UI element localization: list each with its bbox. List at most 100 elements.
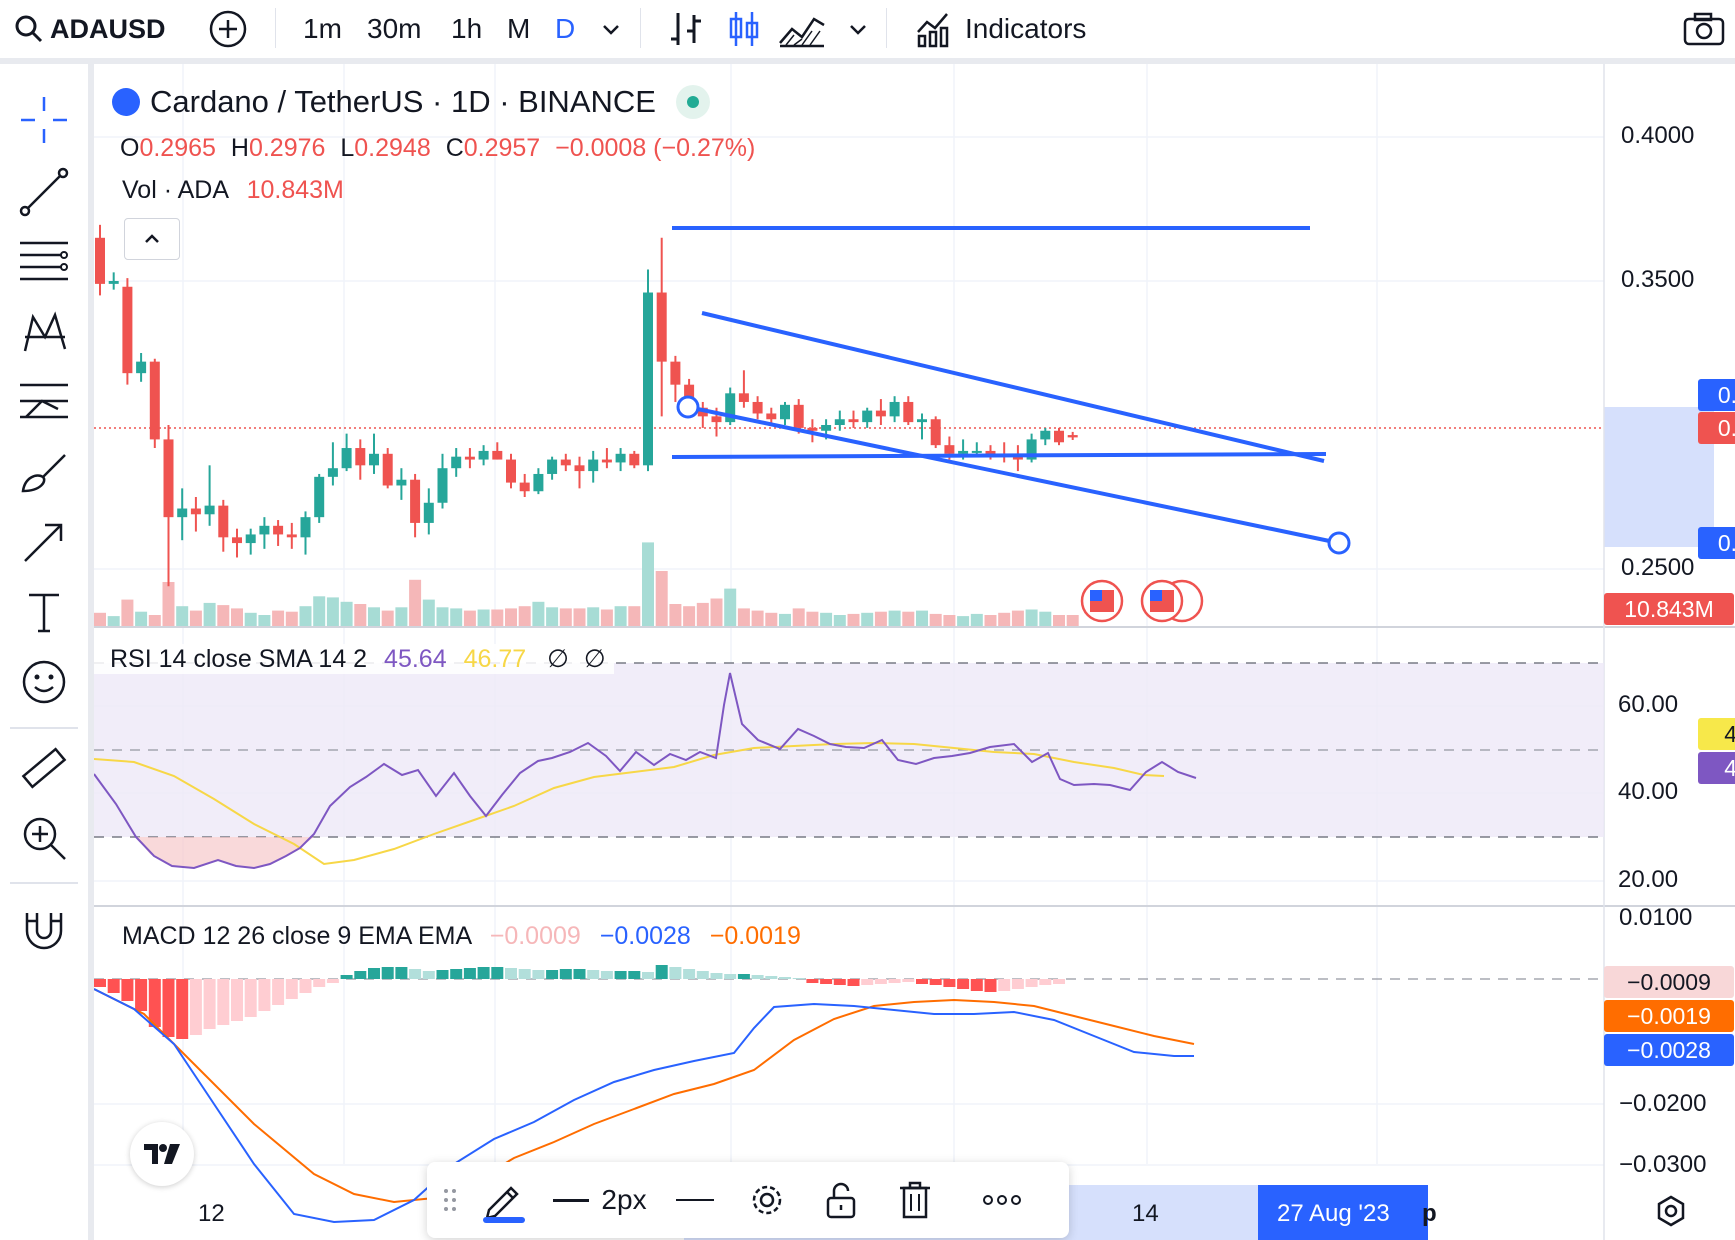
low-value: 0.2948 bbox=[354, 134, 431, 162]
interval-month[interactable]: M bbox=[507, 13, 531, 44]
macd-histogram-bar bbox=[861, 979, 874, 985]
zoom-tool[interactable] bbox=[18, 812, 70, 864]
rsi-line bbox=[94, 672, 1197, 870]
volume-bar bbox=[573, 608, 586, 626]
macd-histogram-bar bbox=[368, 968, 380, 979]
macd-histogram-bar bbox=[916, 979, 928, 984]
macd-histogram-bar bbox=[491, 967, 504, 979]
bar-chart-type-button[interactable] bbox=[668, 0, 704, 58]
macd-histogram-bar bbox=[1053, 979, 1065, 984]
line-width-button[interactable]: 2px bbox=[545, 1162, 655, 1238]
arrow-tool[interactable] bbox=[18, 516, 70, 568]
candle-body bbox=[177, 508, 188, 518]
macd-histogram-bar bbox=[984, 979, 997, 992]
candle-body bbox=[519, 482, 530, 492]
volume-bar bbox=[806, 611, 819, 626]
volume-bar bbox=[176, 606, 189, 626]
candles-chart-type-button[interactable] bbox=[728, 0, 760, 58]
magnet-tool[interactable] bbox=[18, 902, 70, 954]
more-options-button[interactable] bbox=[957, 1162, 1047, 1238]
unlock-icon bbox=[826, 1182, 856, 1219]
macd-histogram-bar bbox=[395, 967, 408, 979]
line-style-button[interactable] bbox=[665, 1162, 725, 1238]
area-chart-type-button[interactable] bbox=[778, 0, 826, 58]
interval-dropdown[interactable] bbox=[600, 0, 622, 58]
chart-canvas[interactable] bbox=[94, 64, 1735, 1240]
trend-line-tool[interactable] bbox=[18, 166, 70, 218]
rsi-legend[interactable]: RSI 14 close SMA 14 2 45.64 46.77 ∅ ∅ bbox=[94, 644, 614, 674]
crosshair-tool[interactable] bbox=[18, 94, 70, 146]
volume-bar bbox=[957, 616, 970, 626]
macd-histogram-bar bbox=[559, 969, 572, 979]
chevron-down-icon bbox=[850, 25, 866, 35]
volume-bar bbox=[422, 599, 435, 626]
volume-legend[interactable]: Vol · ADA 10.843M bbox=[122, 176, 344, 205]
interval-1h[interactable]: 1h bbox=[451, 13, 483, 44]
collapse-legend-button[interactable] bbox=[124, 218, 180, 260]
us-flag-canton bbox=[1150, 590, 1162, 601]
candle-body bbox=[355, 448, 366, 466]
line-handle[interactable] bbox=[1327, 531, 1351, 555]
symbol-search[interactable]: ADAUSD bbox=[14, 0, 166, 58]
macd-histogram-bar bbox=[422, 971, 435, 979]
ohlc-legend: O0.2965 H0.2976 L0.2948 C0.2957 −0.0008 … bbox=[120, 134, 755, 163]
interval-1m[interactable]: 1m bbox=[303, 13, 342, 44]
indicators-button[interactable]: Indicators bbox=[915, 0, 1086, 58]
candle-body bbox=[848, 419, 859, 423]
candle-body bbox=[492, 450, 503, 460]
candle-body bbox=[629, 453, 640, 466]
drawings[interactable] bbox=[671, 226, 1351, 555]
text-tool[interactable] bbox=[18, 586, 70, 638]
volume-bar bbox=[121, 599, 134, 626]
lock-button[interactable] bbox=[809, 1162, 873, 1238]
macd-axis-label: −0.0028 bbox=[1604, 1034, 1734, 1066]
fib-tool[interactable] bbox=[18, 236, 70, 288]
channel-lower-line[interactable] bbox=[687, 405, 1340, 545]
brush-tool[interactable] bbox=[18, 446, 70, 498]
pattern-tool[interactable] bbox=[18, 306, 70, 358]
line-width-icon bbox=[553, 1198, 590, 1202]
channel-upper-line[interactable] bbox=[701, 311, 1325, 463]
support-line[interactable] bbox=[671, 452, 1327, 459]
macd-histogram-bar bbox=[505, 968, 517, 979]
macd-histogram-bar bbox=[696, 971, 709, 979]
axis-settings-button[interactable] bbox=[1654, 1194, 1688, 1233]
symbol-legend[interactable]: Cardano / TetherUS · 1D · BINANCE bbox=[112, 84, 710, 120]
macd-histogram-bar bbox=[121, 979, 134, 1001]
candle-body bbox=[670, 361, 681, 385]
chart-type-dropdown[interactable] bbox=[847, 0, 869, 58]
candle-body bbox=[451, 456, 462, 469]
macd-histogram-bar bbox=[532, 970, 545, 979]
delete-drawing-button[interactable] bbox=[883, 1162, 947, 1238]
tradingview-logo[interactable] bbox=[130, 1122, 194, 1186]
pencil-icon bbox=[485, 1186, 519, 1220]
snapshot-button[interactable] bbox=[1682, 0, 1726, 58]
drawing-toolbar[interactable]: 2px bbox=[427, 1162, 1069, 1238]
line-color-button[interactable] bbox=[473, 1162, 533, 1238]
measure-tool[interactable] bbox=[18, 742, 70, 794]
macd-legend[interactable]: MACD 12 26 close 9 EMA EMA −0.0009 −0.00… bbox=[122, 922, 801, 951]
volume-bar bbox=[354, 604, 367, 626]
drawing-settings-button[interactable] bbox=[735, 1162, 799, 1238]
economic-event-flags[interactable] bbox=[1080, 579, 1204, 623]
drag-handle[interactable] bbox=[437, 1162, 463, 1238]
volume-bar bbox=[450, 608, 463, 626]
time-tick: 12 bbox=[198, 1200, 225, 1227]
line-handle[interactable] bbox=[676, 395, 700, 419]
interval-30m[interactable]: 30m bbox=[367, 13, 422, 44]
macd-histogram-bar bbox=[272, 979, 285, 1005]
interval-day[interactable]: D bbox=[555, 13, 576, 44]
volume-bar bbox=[203, 602, 216, 626]
macd-histogram-bar bbox=[943, 979, 956, 987]
candle-body bbox=[793, 404, 804, 428]
tradingview-logo-icon bbox=[144, 1144, 180, 1164]
compare-add-button[interactable] bbox=[208, 0, 248, 58]
chart-area[interactable]: Cardano / TetherUS · 1D · BINANCE O0.296… bbox=[94, 64, 1735, 1240]
rsi-sma-axis-label: 46.77 bbox=[1698, 718, 1735, 750]
candle-body bbox=[766, 413, 777, 420]
volume-bar bbox=[833, 615, 846, 626]
emoji-tool[interactable] bbox=[18, 656, 70, 708]
candle-body bbox=[314, 476, 325, 518]
market-status-icon[interactable] bbox=[675, 85, 710, 119]
forecast-tool[interactable] bbox=[18, 376, 70, 428]
